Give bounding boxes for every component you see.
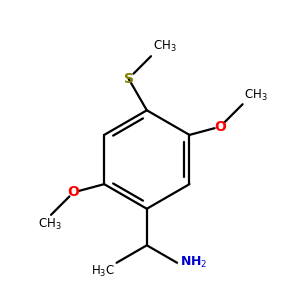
Text: CH$_3$: CH$_3$ (244, 88, 268, 103)
Text: S: S (124, 72, 134, 86)
Text: NH$_2$: NH$_2$ (180, 255, 207, 270)
Text: CH$_3$: CH$_3$ (153, 38, 176, 54)
Text: CH$_3$: CH$_3$ (38, 218, 61, 232)
Text: O: O (214, 120, 226, 134)
Text: O: O (68, 185, 80, 200)
Text: H$_3$C: H$_3$C (91, 264, 115, 280)
